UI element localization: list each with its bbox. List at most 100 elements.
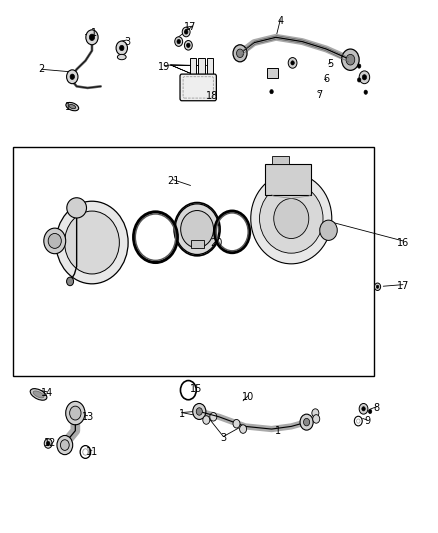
Text: 5: 5 <box>328 59 334 69</box>
Circle shape <box>83 449 88 455</box>
Ellipse shape <box>56 201 128 284</box>
Circle shape <box>67 70 78 84</box>
Text: 17: 17 <box>397 281 409 291</box>
Circle shape <box>210 413 217 421</box>
Circle shape <box>346 54 355 65</box>
Text: 10: 10 <box>242 392 254 402</box>
Bar <box>190 58 196 74</box>
Text: 2: 2 <box>39 64 45 74</box>
Circle shape <box>291 61 294 65</box>
Bar <box>191 240 204 248</box>
Circle shape <box>70 406 81 420</box>
Text: 11: 11 <box>86 447 98 457</box>
Circle shape <box>233 419 240 428</box>
Bar <box>13 147 374 376</box>
Bar <box>265 164 311 195</box>
Circle shape <box>362 407 365 411</box>
Text: 3: 3 <box>124 37 130 46</box>
Ellipse shape <box>274 199 309 239</box>
Circle shape <box>364 90 367 94</box>
Circle shape <box>184 30 188 34</box>
Ellipse shape <box>320 220 337 240</box>
Circle shape <box>66 401 85 425</box>
Text: 3: 3 <box>220 433 226 443</box>
Circle shape <box>362 75 367 80</box>
Ellipse shape <box>67 198 86 218</box>
Text: 1: 1 <box>275 426 281 435</box>
Circle shape <box>313 415 320 423</box>
Circle shape <box>70 74 74 79</box>
Text: 4: 4 <box>277 17 283 26</box>
Circle shape <box>237 49 244 58</box>
Circle shape <box>376 285 379 288</box>
Text: 21: 21 <box>167 176 179 186</box>
Text: 12: 12 <box>44 439 57 448</box>
Circle shape <box>288 58 297 68</box>
Circle shape <box>357 78 361 82</box>
Circle shape <box>342 49 359 70</box>
Circle shape <box>357 419 360 423</box>
Ellipse shape <box>251 173 332 264</box>
Circle shape <box>46 441 50 446</box>
Bar <box>207 58 213 74</box>
Bar <box>198 58 205 74</box>
Bar <box>267 68 278 78</box>
Ellipse shape <box>259 184 323 253</box>
Circle shape <box>80 446 91 458</box>
Circle shape <box>233 45 247 62</box>
Circle shape <box>270 90 273 94</box>
Text: 6: 6 <box>323 74 329 84</box>
Circle shape <box>357 64 361 68</box>
Text: 13: 13 <box>81 412 94 422</box>
Text: 1: 1 <box>65 102 71 111</box>
Text: 20: 20 <box>211 238 223 247</box>
Text: 14: 14 <box>41 389 53 398</box>
Circle shape <box>60 440 69 450</box>
Circle shape <box>304 418 310 426</box>
Ellipse shape <box>64 211 119 274</box>
Circle shape <box>359 403 368 414</box>
Circle shape <box>193 403 206 419</box>
Circle shape <box>120 45 124 51</box>
Circle shape <box>359 71 370 84</box>
Circle shape <box>175 37 183 46</box>
Ellipse shape <box>44 228 66 254</box>
Text: 15: 15 <box>190 384 202 394</box>
Text: 9: 9 <box>364 416 370 426</box>
Circle shape <box>89 34 95 41</box>
Circle shape <box>182 27 190 37</box>
Circle shape <box>312 409 319 417</box>
FancyBboxPatch shape <box>180 74 216 101</box>
Ellipse shape <box>180 211 214 248</box>
Circle shape <box>374 283 381 290</box>
Ellipse shape <box>175 204 219 255</box>
Circle shape <box>187 43 190 47</box>
Ellipse shape <box>30 389 47 400</box>
Circle shape <box>177 39 180 44</box>
Ellipse shape <box>33 391 44 398</box>
Text: 19: 19 <box>158 62 170 71</box>
Circle shape <box>180 381 196 400</box>
Ellipse shape <box>117 54 126 60</box>
Circle shape <box>44 439 52 448</box>
Text: 18: 18 <box>206 91 219 101</box>
Circle shape <box>184 41 192 50</box>
Circle shape <box>203 416 210 424</box>
Circle shape <box>300 414 313 430</box>
Circle shape <box>240 425 247 433</box>
Circle shape <box>196 408 202 415</box>
Text: 1: 1 <box>179 409 185 418</box>
Ellipse shape <box>69 104 76 109</box>
Text: 7: 7 <box>317 90 323 100</box>
Text: 1: 1 <box>91 28 97 38</box>
Circle shape <box>354 416 362 426</box>
Bar <box>272 156 289 164</box>
Circle shape <box>116 41 127 55</box>
Text: 17: 17 <box>184 22 197 31</box>
Circle shape <box>368 409 372 414</box>
Circle shape <box>67 277 74 286</box>
Ellipse shape <box>66 102 79 111</box>
Circle shape <box>86 30 98 45</box>
Ellipse shape <box>48 233 61 248</box>
Text: 16: 16 <box>397 238 409 247</box>
